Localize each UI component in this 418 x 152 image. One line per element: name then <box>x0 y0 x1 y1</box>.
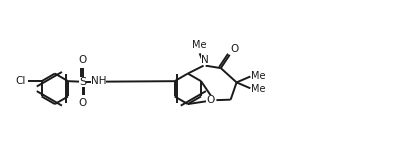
Text: Cl: Cl <box>15 76 26 86</box>
Text: NH: NH <box>91 76 106 86</box>
Text: Me: Me <box>192 40 207 50</box>
Text: O: O <box>206 95 214 105</box>
Text: O: O <box>231 44 239 54</box>
Text: S: S <box>79 77 86 87</box>
Text: O: O <box>79 98 87 108</box>
Text: Me: Me <box>251 71 266 81</box>
Text: Me: Me <box>251 84 266 94</box>
Text: O: O <box>79 55 87 65</box>
Text: N: N <box>201 55 209 65</box>
